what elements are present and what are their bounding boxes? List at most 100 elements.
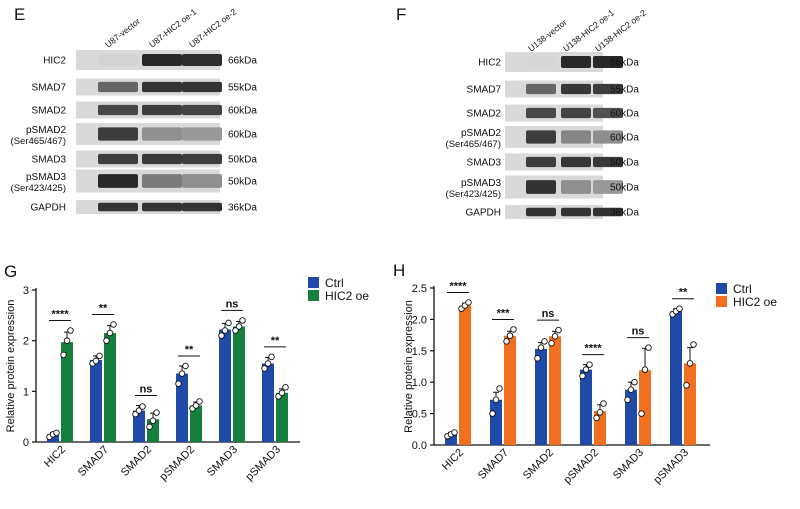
data-point (264, 360, 272, 367)
bar (190, 405, 202, 442)
y-tick-label: 0.0 (412, 440, 427, 452)
blot-band (182, 202, 222, 212)
bar (445, 433, 457, 445)
molecular-weight-label: 36kDa (610, 208, 639, 219)
protein-label: pSMAD3 (461, 178, 501, 189)
data-point (489, 410, 496, 417)
molecular-weight-label: 60kDa (228, 130, 257, 141)
data-point (192, 402, 200, 409)
data-point (492, 396, 500, 404)
protein-label-site: (Ser465/467) (446, 139, 501, 150)
significance-label: *** (497, 307, 511, 319)
data-point (593, 414, 600, 422)
data-point (146, 423, 153, 431)
x-tick-label: HIC2 (42, 444, 68, 470)
blot-band (593, 207, 623, 217)
blot-band (561, 180, 591, 194)
data-point (534, 355, 541, 362)
x-tick-label: SMAD2 (521, 447, 556, 482)
blot-band (182, 81, 222, 93)
data-point (579, 372, 586, 380)
bar (670, 311, 682, 445)
data-point (676, 305, 683, 312)
bar (133, 410, 145, 442)
y-axis-label: Relative protein expression (403, 300, 415, 433)
protein-label-site: (Ser423/425) (11, 183, 66, 194)
legend-label: HIC2 oe (325, 289, 369, 303)
data-point (60, 351, 67, 359)
data-point (600, 400, 607, 407)
data-point (537, 344, 545, 351)
bar (535, 348, 547, 445)
blot-band (182, 104, 222, 116)
blot-band (142, 202, 182, 212)
bar-chart-panel-h: H 0.0 0.5 1.0 1.5 2.0 2.5 Relative protein expr… (393, 261, 777, 486)
protein-label: SMAD3 (32, 155, 67, 166)
data-point (221, 327, 229, 334)
significance-label: ns (542, 308, 555, 320)
data-point (239, 317, 246, 324)
blot-band (561, 207, 591, 217)
data-point (686, 360, 694, 367)
protein-label: GAPDH (30, 203, 66, 214)
panel-letter: E (14, 5, 25, 24)
x-tick-label: SMAD3 (611, 447, 646, 482)
protein-label: pSMAD2 (461, 128, 501, 139)
data-point (178, 370, 186, 377)
data-point (555, 326, 562, 334)
molecular-weight-label: 60kDa (228, 106, 257, 117)
lane-label: U87-vector (103, 16, 142, 50)
data-point (106, 329, 114, 337)
molecular-weight-label: 66kDa (228, 56, 257, 67)
blot-band (98, 54, 138, 66)
blot-band (593, 83, 623, 95)
significance-label: **** (449, 280, 467, 292)
data-point (645, 344, 652, 351)
y-tick-label: 2.0 (412, 314, 427, 326)
protein-label: pSMAD3 (26, 172, 66, 183)
blot-band (593, 130, 623, 144)
bar (90, 359, 102, 442)
legend-swatch (716, 283, 727, 294)
blot-band (593, 156, 623, 168)
x-tick-label: pSMAD2 (158, 444, 198, 484)
protein-label: SMAD2 (467, 109, 502, 120)
blot-band (561, 83, 591, 95)
data-point (624, 396, 631, 404)
data-point (153, 409, 160, 416)
bar (504, 335, 516, 445)
molecular-weight-label: 55kDa (228, 83, 257, 94)
blot-band (98, 104, 138, 116)
molecular-weight-label: 60kDa (610, 109, 639, 120)
legend-label: Ctrl (733, 282, 752, 296)
blot-band (526, 180, 556, 194)
blot-band (142, 127, 182, 141)
data-point (175, 380, 182, 387)
significance-label: ** (271, 335, 280, 347)
molecular-weight-label: 50kDa (228, 177, 257, 188)
panel-letter: H (393, 261, 405, 280)
y-tick-label: 1 (23, 386, 29, 398)
molecular-weight-label: 36kDa (228, 203, 257, 214)
x-tick-label: pSMAD2 (562, 447, 602, 487)
data-point (110, 321, 117, 328)
data-point (261, 365, 268, 372)
bar (490, 399, 502, 445)
protein-label: SMAD7 (467, 85, 502, 96)
protein-label: pSMAD2 (26, 125, 66, 136)
protein-label: HIC2 (43, 56, 66, 67)
bar (219, 329, 231, 442)
significance-label: ** (679, 287, 688, 299)
blot-band (142, 104, 182, 116)
data-point (683, 382, 690, 389)
blot-band (142, 81, 182, 93)
significance-label: ** (185, 344, 194, 356)
molecular-weight-label: 50kDa (610, 183, 639, 194)
x-tick-label: pSMAD3 (652, 447, 692, 487)
panel-letter: F (396, 5, 406, 24)
protein-label: SMAD7 (32, 83, 67, 94)
blot-band (98, 174, 138, 188)
y-tick-label: 0.5 (412, 409, 427, 421)
blot-band (98, 153, 138, 165)
legend-label: Ctrl (325, 276, 344, 290)
